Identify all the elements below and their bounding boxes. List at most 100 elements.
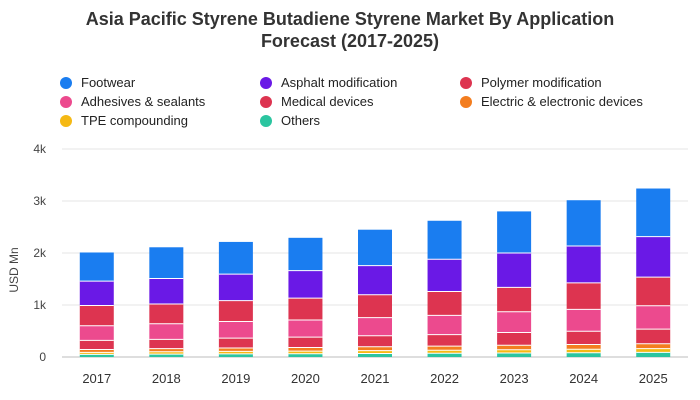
legend-swatch (260, 76, 272, 89)
legend-label: Polymer modification (481, 75, 602, 90)
bar-segment (288, 351, 323, 354)
chart-title: Asia Pacific Styrene Butadiene Styrene M… (0, 8, 700, 52)
x-tick-label: 2021 (361, 371, 390, 386)
legend-swatch (60, 95, 72, 108)
bar-segment (427, 291, 462, 316)
bar-segment (566, 349, 601, 353)
bar-segment (636, 348, 671, 353)
legend-item[interactable]: Medical devices (260, 94, 374, 109)
legend-item[interactable]: Asphalt modification (260, 75, 397, 90)
y-tick-label: 3k (33, 194, 47, 208)
bar-segment (288, 237, 323, 271)
bar-segment (218, 321, 253, 339)
bar-segment (218, 351, 253, 354)
bar-segment (149, 303, 184, 324)
y-tick-label: 1k (33, 298, 47, 312)
legend-label: Adhesives & sealants (81, 94, 206, 109)
legend-swatch (60, 114, 72, 127)
legend-label: Footwear (81, 75, 136, 90)
x-tick-label: 2020 (291, 371, 320, 386)
bar-segment (427, 220, 462, 260)
bar-segment (566, 200, 601, 246)
chart-legend: Footwear Asphalt modification Polymer modi… (60, 75, 700, 135)
bar-segment (149, 348, 184, 352)
x-tick-label: 2024 (569, 371, 598, 386)
legend-item[interactable]: Adhesives & sealants (60, 94, 205, 109)
bar-segment (218, 338, 253, 349)
bar-segment (497, 287, 532, 312)
bar-segment (636, 343, 671, 349)
bar-segment (358, 350, 392, 354)
bar-segment (427, 315, 462, 335)
bar-segment (427, 346, 462, 351)
bar-segment (636, 277, 671, 306)
bar-segment (218, 274, 253, 301)
legend-swatch (60, 76, 72, 89)
bar-segment (427, 259, 462, 292)
bar-segment (358, 317, 392, 336)
bar-segment (427, 334, 462, 347)
bar-segment (79, 349, 114, 353)
bar-segment (79, 340, 114, 350)
bar-segment (79, 281, 114, 306)
x-tick-label: 2019 (221, 371, 250, 386)
bar-segment (288, 270, 323, 299)
legend-item[interactable]: Others (260, 113, 320, 128)
bar-segment (358, 265, 392, 295)
bar-segment (358, 229, 392, 266)
chart-title-line-1: Asia Pacific Styrene Butadiene Styrene M… (85, 9, 615, 29)
bar-segment (79, 325, 114, 341)
bar-segment (79, 252, 114, 282)
legend-item[interactable]: Polymer modification (460, 75, 602, 90)
legend-label: Asphalt modification (281, 75, 398, 90)
bar-segment (358, 353, 392, 357)
legend-swatch (260, 114, 272, 127)
bar-segment (566, 352, 601, 357)
bar-segment (218, 300, 253, 322)
bar-segment (358, 335, 392, 347)
legend-swatch (260, 95, 272, 108)
legend-label: Medical devices (281, 94, 374, 109)
bar-segment (427, 350, 462, 354)
bar-segment (566, 309, 601, 332)
y-tick-label: 2k (33, 246, 47, 260)
x-tick-label: 2017 (82, 371, 111, 386)
bar-segment (149, 339, 184, 349)
x-tick-label: 2025 (639, 371, 668, 386)
bar-segment (218, 241, 253, 275)
legend-item[interactable]: Electric & electronic devices (460, 94, 643, 109)
bar-segment (497, 349, 532, 353)
bar-segment (566, 282, 601, 310)
bar-segment (636, 329, 671, 344)
legend-swatch (460, 76, 472, 89)
bar-segment (497, 352, 532, 357)
bar-segment (566, 331, 601, 345)
bar-segment (497, 311, 532, 333)
bar-segment (497, 253, 532, 288)
bar-segment (358, 294, 392, 318)
bar-segment (427, 353, 462, 357)
bar-segment (149, 247, 184, 279)
legend-item[interactable]: TPE compounding (60, 113, 188, 128)
bar-segment (288, 298, 323, 320)
chart-title-line-2: Forecast (2017-2025) (260, 31, 440, 51)
bar-segment (497, 345, 532, 350)
bar-segment (566, 344, 601, 350)
bar-segment (288, 347, 323, 352)
legend-label: Others (281, 113, 321, 128)
x-tick-label: 2022 (430, 371, 459, 386)
bar-segment (288, 319, 323, 338)
x-tick-label: 2018 (152, 371, 181, 386)
bar-segment (497, 332, 532, 346)
bar-segment (636, 236, 671, 278)
x-tick-label: 2023 (500, 371, 529, 386)
legend-item[interactable]: Footwear (60, 75, 135, 90)
bar-segment (497, 211, 532, 253)
bar-segment (149, 351, 184, 355)
bar-segment (358, 346, 392, 351)
y-tick-label: 0 (39, 350, 46, 364)
bar-segment (79, 305, 114, 326)
bar-segment (218, 348, 253, 352)
bar-segment (636, 305, 671, 330)
